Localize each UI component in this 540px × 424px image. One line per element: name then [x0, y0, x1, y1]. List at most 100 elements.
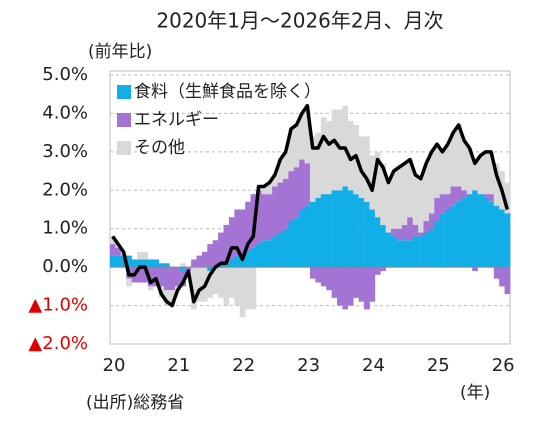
bar — [228, 217, 235, 260]
bar — [180, 267, 186, 271]
bar — [385, 232, 392, 268]
bar — [401, 163, 408, 225]
bar — [147, 286, 154, 291]
bar — [293, 217, 300, 268]
bar — [320, 267, 327, 287]
bar — [396, 167, 403, 229]
bar — [358, 197, 365, 268]
bar — [499, 209, 505, 268]
bar — [277, 232, 284, 268]
bar — [169, 290, 176, 306]
bar — [434, 221, 441, 268]
bar — [272, 174, 278, 187]
bar — [282, 228, 289, 268]
bar — [380, 163, 386, 225]
x-tick-label: 25 — [427, 355, 450, 376]
bar — [504, 213, 511, 268]
bar — [261, 240, 268, 268]
bar — [347, 190, 354, 268]
bar — [337, 109, 343, 191]
bar — [266, 182, 273, 195]
bar — [380, 224, 386, 268]
bar — [320, 117, 327, 195]
bar — [282, 151, 289, 179]
bar — [504, 182, 511, 214]
bar — [250, 247, 257, 268]
legend-swatch — [117, 85, 131, 99]
bar — [347, 121, 354, 191]
bar — [337, 267, 343, 306]
bar — [266, 240, 273, 268]
bar — [293, 124, 300, 168]
bar — [342, 267, 349, 310]
bar — [158, 263, 165, 268]
bar — [391, 236, 397, 268]
bar — [304, 105, 311, 164]
bar — [418, 232, 424, 237]
bar — [315, 267, 322, 283]
bar — [207, 244, 214, 268]
y-tick-label: ▲2.0% — [28, 333, 88, 354]
bar — [461, 140, 468, 191]
bar — [488, 194, 495, 202]
bar — [407, 217, 414, 241]
x-tick-label: 22 — [232, 355, 255, 376]
bar — [234, 255, 241, 268]
bar — [374, 267, 381, 275]
bar — [142, 259, 149, 268]
legend-label: エネルギー — [134, 110, 219, 130]
bar — [428, 151, 435, 214]
bar — [331, 109, 338, 191]
bar — [137, 267, 143, 283]
bar — [147, 267, 154, 287]
bar — [331, 190, 338, 268]
total-line — [111, 103, 509, 308]
bar — [337, 190, 343, 268]
bar — [218, 232, 224, 264]
bar — [158, 267, 165, 287]
bar — [380, 267, 386, 271]
bar — [164, 263, 170, 268]
bar — [169, 267, 176, 291]
x-tick-label: 20 — [103, 355, 126, 376]
bar — [445, 194, 451, 210]
bar — [180, 263, 186, 268]
bar — [223, 263, 230, 268]
bar — [482, 151, 489, 195]
bar — [288, 171, 295, 222]
y-tick-label: 2.0% — [42, 179, 88, 200]
bar — [326, 194, 332, 268]
bar — [228, 259, 235, 268]
bar — [407, 240, 414, 268]
bar — [450, 205, 457, 268]
bar — [239, 267, 246, 318]
bar — [293, 167, 300, 218]
bar — [153, 267, 159, 287]
legend-swatch — [117, 141, 131, 155]
bar — [288, 221, 295, 268]
bar — [288, 128, 295, 172]
bar — [396, 240, 403, 268]
bar — [266, 194, 273, 241]
bar — [342, 105, 349, 187]
bar — [137, 251, 143, 260]
bar — [142, 251, 149, 260]
bar — [115, 255, 122, 268]
bar — [326, 267, 332, 291]
bar — [191, 259, 197, 268]
bar — [461, 197, 468, 268]
y-tick-label: 4.0% — [42, 102, 88, 123]
chart-title: 2020年1月～2026年2月、月次 — [156, 9, 443, 33]
bar — [364, 136, 370, 202]
bar — [126, 278, 132, 287]
bar — [472, 190, 478, 268]
bar — [174, 267, 181, 287]
x-axis-label: (年) — [460, 383, 490, 403]
bar — [450, 186, 457, 206]
bar — [455, 186, 462, 202]
bar — [164, 267, 170, 291]
bar — [472, 267, 478, 271]
bar — [277, 182, 284, 233]
bar — [320, 194, 327, 268]
bar — [412, 236, 419, 268]
